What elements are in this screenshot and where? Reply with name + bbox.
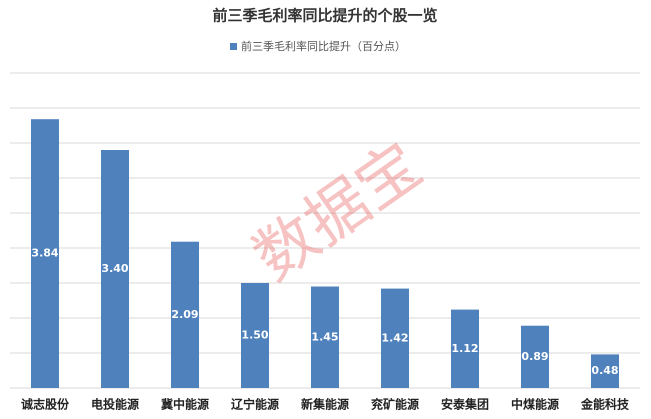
x-tick-label: 冀中能源 xyxy=(161,397,209,412)
x-tick-label: 兖矿能源 xyxy=(371,397,419,412)
bar xyxy=(591,354,619,388)
bar xyxy=(381,288,409,388)
value-label: 3.40 xyxy=(101,262,128,275)
chart-title: 前三季毛利率同比提升的个股一览 xyxy=(212,7,437,25)
value-label: 3.84 xyxy=(31,247,58,260)
bar xyxy=(171,241,199,388)
value-label: 1.50 xyxy=(241,329,268,342)
value-label: 0.48 xyxy=(591,364,618,377)
x-tick-label: 金能科技 xyxy=(580,397,630,412)
x-tick-label: 辽宁能源 xyxy=(231,397,279,412)
watermark: 数据宝 xyxy=(240,128,434,294)
x-tick-label: 安泰集团 xyxy=(441,397,489,412)
legend-swatch xyxy=(230,43,237,50)
x-tick-label: 电投能源 xyxy=(91,397,139,412)
bar xyxy=(521,325,549,388)
bar xyxy=(31,119,59,388)
bar xyxy=(451,309,479,388)
bar xyxy=(101,150,129,388)
value-label: 0.89 xyxy=(521,350,548,363)
x-tick-label: 中煤能源 xyxy=(511,397,559,412)
x-tick-label: 新集能源 xyxy=(301,397,349,412)
value-label: 1.12 xyxy=(451,342,478,355)
value-label: 2.09 xyxy=(171,308,198,321)
x-tick-label: 诚志股份 xyxy=(21,397,70,412)
bar xyxy=(241,283,269,388)
bar xyxy=(311,286,339,388)
value-label: 1.45 xyxy=(311,330,338,343)
value-label: 1.42 xyxy=(381,331,408,344)
legend-label: 前三季毛利率同比提升（百分点） xyxy=(241,39,406,53)
